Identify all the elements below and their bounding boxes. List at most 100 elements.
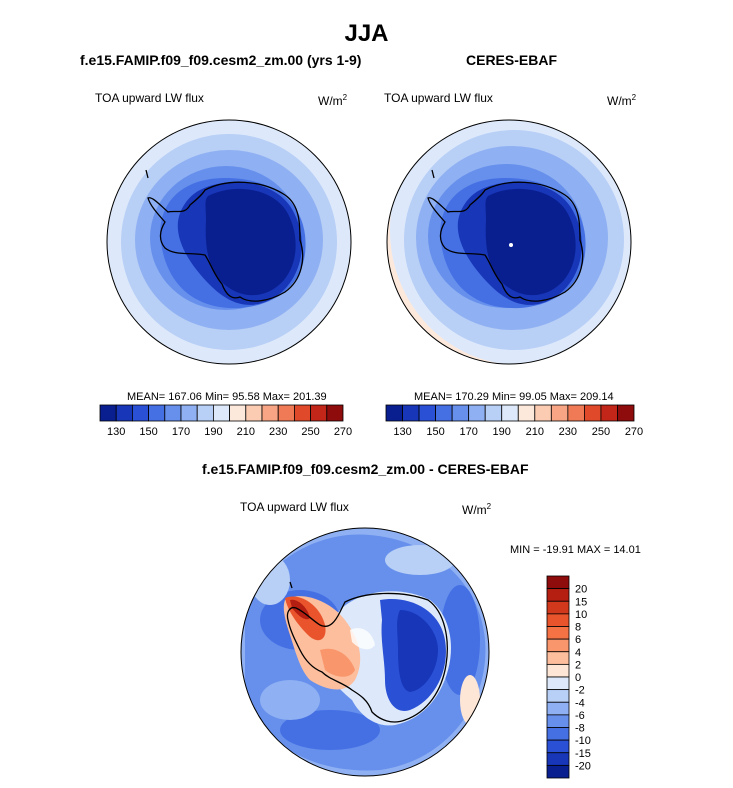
panel-2-colorbar-box: [385, 404, 403, 422]
panel-1-colorbar-tick-label: 250: [301, 426, 319, 438]
panel-2-map: [387, 120, 631, 364]
panel-2-colorbar-tick-label: 190: [493, 426, 511, 438]
panel-3-colorbar-box: [546, 588, 570, 602]
panel-1-colorbar-tick-label: 210: [237, 426, 255, 438]
panel-2-colorbar-box: [567, 404, 585, 422]
panel-3-title: f.e15.FAMIP.f09_f09.cesm2_zm.00 - CERES-…: [202, 461, 529, 477]
panel-3-colorbar-tick-label: 20: [575, 584, 587, 596]
panel-2-colorbar-box: [550, 404, 569, 422]
panel-3-colorbar-box: [546, 752, 570, 766]
panel-2-colorbar-tick-label: 270: [625, 426, 643, 438]
panel-3-colorbar-box: [546, 727, 570, 741]
panel-2-map-border: [386, 119, 632, 365]
panel-1-colorbar: 130 150 170 190 210 230 250 270: [99, 404, 352, 438]
panel-1-colorbar-tick-label: 230: [269, 426, 287, 438]
panel-3-colorbar-tick-label: -15: [575, 748, 591, 760]
panel-1-colorbar-box: [115, 404, 133, 422]
panel-1-colorbar-box: [277, 404, 295, 422]
panel-1-map: [107, 120, 351, 364]
panel-2-colorbar-box: [584, 404, 602, 422]
panel-1-colorbar-box: [310, 404, 328, 422]
panel-2-colorbar-tick-label: 210: [526, 426, 544, 438]
panel-2-colorbar-box: [418, 404, 437, 422]
panel-3-colorbar-tick-label: -6: [575, 710, 585, 722]
panel-3-colorbar-box: [546, 651, 570, 665]
panel-1-unit: W/m2: [318, 93, 348, 108]
panel-1-colorbar-box: [261, 404, 279, 422]
panel-1-colorbar-box: [131, 404, 149, 422]
panel-3-colorbar-tick-label: -8: [575, 723, 585, 735]
panel-3-unit: W/m2: [462, 502, 492, 517]
panel-2-colorbar-box: [617, 404, 635, 422]
panel-3-colorbar-box: [546, 764, 570, 779]
panel-2-variable-label: TOA upward LW flux: [384, 91, 493, 105]
panel-3-colorbar-tick-label: 4: [575, 647, 581, 659]
panel-1-colorbar-box: [293, 404, 311, 422]
panel-3-colorbar-box: [546, 714, 570, 728]
panel-3-colorbar-box: [546, 701, 570, 716]
panel-3-colorbar-tick-label: 0: [575, 672, 581, 684]
panel-2-colorbar-box: [484, 404, 503, 422]
panel-1-colorbar-tick-label: 150: [139, 426, 157, 438]
panel-2-stats: MEAN= 170.29 Min= 99.05 Max= 209.14: [414, 391, 614, 403]
panel-1-colorbar-tick-label: 270: [334, 426, 352, 438]
panel-3-colorbar-box: [546, 689, 570, 703]
panel-3-colorbar-box: [546, 613, 570, 627]
panel-3-colorbar-tick-label: 15: [575, 596, 587, 608]
panel-3-map: [241, 528, 489, 776]
panel-1-colorbar-tick-label: 190: [204, 426, 222, 438]
panel-1-colorbar-box: [212, 404, 230, 422]
panel-2-unit: W/m2: [607, 93, 637, 108]
panel-3-colorbar-box: [546, 663, 570, 678]
panel-3-colorbar-box: [546, 626, 570, 640]
panel-2-colorbar-tick-label: 170: [459, 426, 477, 438]
panel-3-colorbar-box: [546, 676, 570, 691]
panel-3-colorbar-box: [546, 600, 570, 615]
panel-1-stats: MEAN= 167.06 Min= 95.58 Max= 201.39: [127, 391, 327, 403]
panel-2-colorbar-box: [451, 404, 470, 422]
panel-2-title: CERES-EBAF: [466, 52, 558, 68]
panel-2-colorbar-tick-label: 130: [393, 426, 411, 438]
panel-1-variable-label: TOA upward LW flux: [95, 91, 204, 105]
panel-3-stats: MIN = -19.91 MAX = 14.01: [510, 544, 641, 556]
main-title: JJA: [344, 20, 389, 47]
panel-3-colorbar-tick-label: -2: [575, 685, 585, 697]
panel-3-colorbar-tick-label: 8: [575, 622, 581, 634]
panel-2-colorbar-box: [501, 404, 519, 422]
panel-1-colorbar-box: [99, 404, 117, 422]
panel-1-colorbar-box: [164, 404, 182, 422]
panel-3-variable-label: TOA upward LW flux: [240, 500, 349, 514]
panel-2-colorbar-box: [468, 404, 486, 422]
panel-3-colorbar-tick-label: -20: [575, 760, 591, 772]
panel-3-colorbar-tick-label: -4: [575, 697, 585, 709]
panel-1-colorbar-box: [180, 404, 198, 422]
panel-3-map-border: [240, 527, 490, 777]
panel-3-colorbar-tick-label: -10: [575, 735, 591, 747]
panel-1-colorbar-box: [326, 404, 344, 422]
panel-1-colorbar-tick-label: 170: [172, 426, 190, 438]
panel-1-colorbar-box: [245, 404, 263, 422]
panel-1-colorbar-box: [148, 404, 166, 422]
panel-1-colorbar-tick-label: 130: [107, 426, 125, 438]
panel-2-colorbar-box: [600, 404, 618, 422]
panel-2-colorbar-box: [402, 404, 420, 422]
panel-2-colorbar-tick-label: 250: [592, 426, 610, 438]
panel-2-colorbar: 130 150 170 190 210 230 250 270: [385, 404, 643, 438]
panel-1-colorbar-box: [196, 404, 214, 422]
panel-3-colorbar-tick-label: 10: [575, 609, 587, 621]
panel-3-colorbar-box: [546, 638, 570, 653]
panel-3-colorbar-box: [546, 575, 570, 590]
panel-2-colorbar-box: [534, 404, 552, 422]
panel-2-colorbar-box: [517, 404, 536, 422]
panel-3-colorbar-tick-label: 2: [575, 659, 581, 671]
panel-2-colorbar-tick-label: 230: [559, 426, 577, 438]
panel-2-colorbar-box: [435, 404, 453, 422]
panel-1-colorbar-box: [229, 404, 247, 422]
panel-3-colorbar-tick-label: 6: [575, 634, 581, 646]
panel-3-colorbar-box: [546, 739, 570, 754]
panel-1-map-border: [106, 119, 352, 365]
panel-1-title: f.e15.FAMIP.f09_f09.cesm2_zm.00 (yrs 1-9…: [80, 52, 362, 68]
panel-2-colorbar-tick-label: 150: [426, 426, 444, 438]
